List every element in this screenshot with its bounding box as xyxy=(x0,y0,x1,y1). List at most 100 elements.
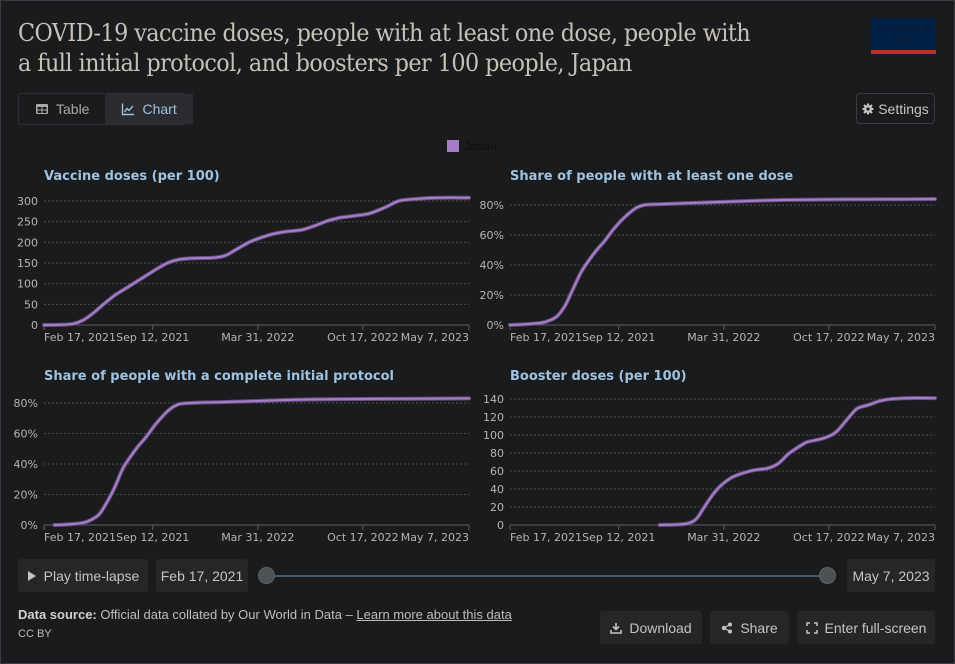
share-icon xyxy=(722,622,733,633)
legend: Japan xyxy=(447,139,497,153)
x-tick-label: Oct 17, 2022 xyxy=(793,531,865,544)
download-icon xyxy=(610,622,623,634)
logo-bar xyxy=(871,50,936,54)
table-icon xyxy=(36,104,48,114)
x-tick-label: Sep 12, 2021 xyxy=(116,331,189,344)
series-line-japan xyxy=(53,397,470,526)
chart-panel-4: Booster doses (per 100) 0 20 40 60 80 100 120 14… xyxy=(483,369,937,544)
y-tick-label: 100 xyxy=(17,278,38,291)
y-tick-label: 50 xyxy=(24,298,38,311)
y-tick-label: 300 xyxy=(17,195,38,208)
y-tick-label: 0 xyxy=(31,319,38,332)
x-tick-label: Mar 31, 2022 xyxy=(687,331,760,344)
y-tick-label: 20 xyxy=(490,501,504,514)
series-line-outline xyxy=(508,197,937,327)
chart-title: Booster doses (per 100) xyxy=(510,369,687,384)
end-date-label: May 7, 2023 xyxy=(852,567,930,584)
fullscreen-button[interactable]: Enter full-screen xyxy=(797,611,935,644)
owid-logo[interactable]: Our World in Data xyxy=(871,18,936,55)
y-tick-label: 40% xyxy=(14,458,38,471)
chart-title: Share of people with at least one dose xyxy=(510,169,793,184)
y-tick-label: 0 xyxy=(497,519,504,532)
x-tick-label: Feb 17, 2021 xyxy=(510,331,582,344)
tab-table[interactable]: Table xyxy=(19,94,105,124)
y-tick-label: 40 xyxy=(490,483,504,496)
learn-more-link[interactable]: Learn more about this data xyxy=(356,607,512,622)
chart-panel-3: Share of people with a complete initial … xyxy=(14,369,471,544)
y-tick-label: 60 xyxy=(490,465,504,478)
play-timelapse-button[interactable]: Play time-lapse xyxy=(18,559,148,592)
chart-panel-1: Vaccine doses (per 100) 0 50 100 150 200 250 30… xyxy=(17,169,471,344)
chart-title: Vaccine doses (per 100) xyxy=(44,169,220,184)
x-tick-label: Mar 31, 2022 xyxy=(221,331,294,344)
series-line-outline xyxy=(42,195,471,327)
y-tick-label: 20% xyxy=(480,289,504,302)
share-label: Share xyxy=(740,619,778,636)
y-tick-label: 150 xyxy=(17,257,38,270)
y-tick-label: 80% xyxy=(14,397,38,410)
source-text: Official data collated by Our World in D… xyxy=(100,607,353,622)
x-tick-label: Sep 12, 2021 xyxy=(582,531,655,544)
x-tick-label: Oct 17, 2022 xyxy=(327,531,399,544)
y-tick-label: 0% xyxy=(487,319,504,332)
play-label: Play time-lapse xyxy=(43,567,140,584)
series-line-japan xyxy=(509,198,936,326)
download-label: Download xyxy=(629,619,692,636)
source-prefix: Data source: xyxy=(18,607,97,622)
start-date-button[interactable]: Feb 17, 2021 xyxy=(156,559,248,592)
charts-area: Vaccine doses (per 100)05010015020025030… xyxy=(14,169,937,544)
license: CC BY xyxy=(18,628,52,640)
y-tick-label: 200 xyxy=(17,236,38,249)
y-tick-label: 120 xyxy=(483,411,504,424)
play-icon xyxy=(27,570,36,581)
settings-button[interactable]: Settings xyxy=(856,93,935,124)
tab-chart-label: Chart xyxy=(142,101,177,117)
y-tick-label: 20% xyxy=(14,489,38,502)
data-source: Data source: Official data collated by O… xyxy=(18,607,512,622)
x-tick-label: Sep 12, 2021 xyxy=(116,531,189,544)
x-tick-label: Sep 12, 2021 xyxy=(582,331,655,344)
download-button[interactable]: Download xyxy=(600,611,702,644)
y-tick-label: 100 xyxy=(483,429,504,442)
series-line-japan xyxy=(43,196,470,326)
y-tick-label: 80% xyxy=(480,199,504,212)
tab-chart[interactable]: Chart xyxy=(105,94,193,124)
x-tick-label: Feb 17, 2021 xyxy=(44,531,116,544)
timeline-track[interactable] xyxy=(266,575,827,577)
x-tick-label: May 7, 2023 xyxy=(401,531,469,544)
gear-icon xyxy=(862,103,874,114)
legend-label: Japan xyxy=(464,139,497,153)
y-tick-label: 60% xyxy=(480,229,504,242)
y-tick-label: 0% xyxy=(21,519,38,532)
y-tick-label: 250 xyxy=(17,216,38,229)
y-tick-label: 60% xyxy=(14,428,38,441)
x-tick-label: May 7, 2023 xyxy=(867,531,935,544)
line-chart-icon xyxy=(122,103,135,116)
tab-table-label: Table xyxy=(56,101,90,117)
end-date-button[interactable]: May 7, 2023 xyxy=(847,559,935,592)
view-tabs: Table Chart xyxy=(18,93,193,125)
share-button[interactable]: Share xyxy=(710,611,789,644)
x-tick-label: Mar 31, 2022 xyxy=(687,531,760,544)
x-tick-label: Oct 17, 2022 xyxy=(327,331,399,344)
x-tick-label: Oct 17, 2022 xyxy=(793,331,865,344)
chart-panel-2: Share of people with at least one dose 0%… xyxy=(480,169,937,344)
y-tick-label: 40% xyxy=(480,259,504,272)
x-tick-label: Feb 17, 2021 xyxy=(510,531,582,544)
timeline-start-handle[interactable] xyxy=(257,567,275,584)
x-tick-label: May 7, 2023 xyxy=(867,331,935,344)
y-tick-label: 80 xyxy=(490,447,504,460)
expand-icon xyxy=(805,621,818,634)
settings-label: Settings xyxy=(878,100,929,117)
page-title: COVID-19 vaccine doses, people with at l… xyxy=(18,19,751,77)
series-line-japan xyxy=(658,397,936,526)
y-tick-label: 140 xyxy=(483,393,504,406)
timeline-end-handle[interactable] xyxy=(818,567,836,584)
logo-text: Our World in Data xyxy=(871,18,936,50)
chart-title: Share of people with a complete initial … xyxy=(44,369,394,384)
series-line-outline xyxy=(657,396,937,527)
legend-swatch xyxy=(447,140,459,152)
x-tick-label: Feb 17, 2021 xyxy=(44,331,116,344)
x-tick-label: May 7, 2023 xyxy=(401,331,469,344)
x-tick-label: Mar 31, 2022 xyxy=(221,531,294,544)
